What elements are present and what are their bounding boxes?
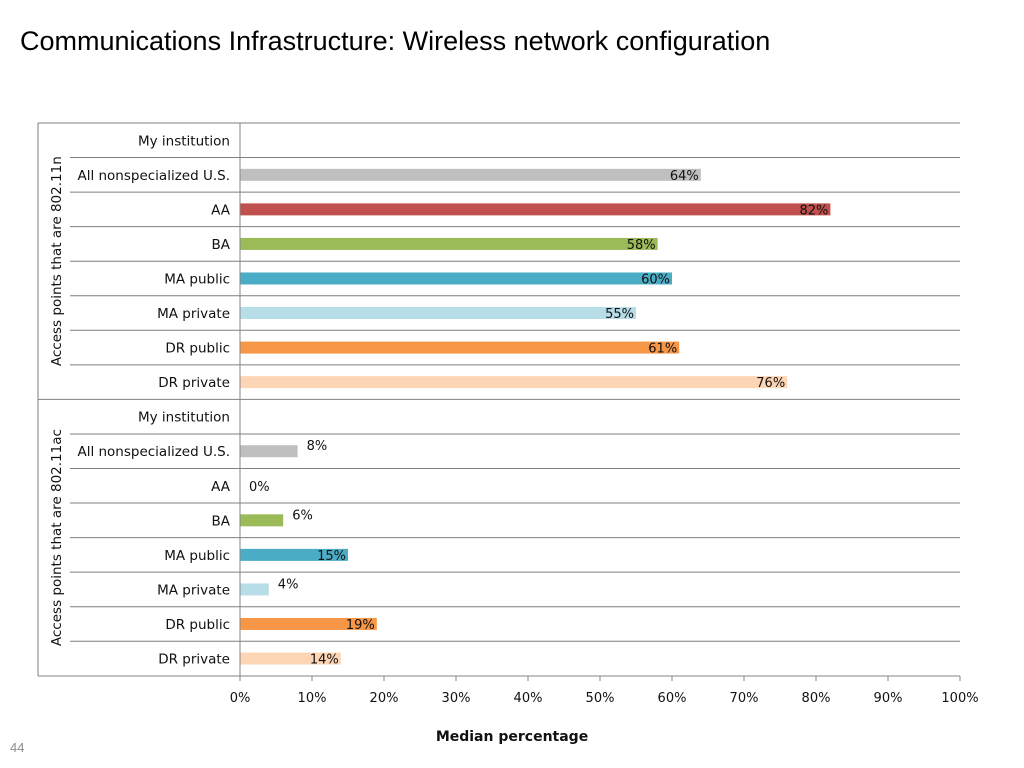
data-label-1-dr-public: 19% bbox=[346, 618, 375, 633]
bar-0-dr-private bbox=[240, 376, 788, 389]
data-label-0-ma-public: 60% bbox=[641, 272, 670, 287]
data-label-0-all-nonspecialized-u-s: 64% bbox=[670, 169, 699, 184]
category-label-ba: BA bbox=[212, 513, 231, 529]
bar-0-ma-private bbox=[240, 307, 636, 320]
group-label-1: Access points that are 802.11ac bbox=[49, 429, 65, 646]
data-label-0-dr-public: 61% bbox=[648, 342, 677, 357]
x-tick-label: 20% bbox=[370, 691, 399, 706]
category-label-all-nonspecialized-u-s: All nonspecialized U.S. bbox=[77, 168, 230, 184]
bar-0-ba bbox=[240, 237, 658, 250]
bar-0-all-nonspecialized-u-s bbox=[240, 168, 701, 181]
category-label-dr-private: DR private bbox=[158, 652, 230, 668]
data-label-1-all-nonspecialized-u-s: 8% bbox=[307, 439, 328, 454]
x-tick-label: 0% bbox=[230, 691, 251, 706]
data-label-1-dr-private: 14% bbox=[310, 653, 339, 668]
category-label-dr-public: DR public bbox=[165, 617, 230, 633]
category-label-ma-private: MA private bbox=[157, 582, 230, 598]
bar-1-dr-public bbox=[240, 617, 377, 630]
category-label-dr-private: DR private bbox=[158, 375, 230, 391]
data-label-1-ma-public: 15% bbox=[317, 549, 346, 564]
x-tick-label: 100% bbox=[941, 691, 978, 706]
category-label-ba: BA bbox=[212, 237, 231, 253]
category-label-aa: AA bbox=[211, 479, 231, 495]
x-axis-title: Median percentage bbox=[436, 729, 588, 745]
x-tick-label: 80% bbox=[802, 691, 831, 706]
bar-0-aa bbox=[240, 203, 831, 216]
page-number: 44 bbox=[10, 740, 25, 755]
category-label-my-institution: My institution bbox=[138, 410, 230, 426]
x-tick-label: 50% bbox=[586, 691, 615, 706]
data-label-0-dr-private: 76% bbox=[756, 376, 785, 391]
data-label-0-aa: 82% bbox=[799, 203, 828, 218]
category-label-aa: AA bbox=[211, 202, 231, 218]
bar-1-ba bbox=[240, 514, 284, 527]
x-tick-label: 60% bbox=[658, 691, 687, 706]
bar-1-ma-public bbox=[240, 548, 348, 561]
x-tick-label: 10% bbox=[298, 691, 327, 706]
data-label-1-ba: 6% bbox=[292, 508, 313, 523]
bar-0-dr-public bbox=[240, 341, 680, 354]
x-tick-label: 40% bbox=[514, 691, 543, 706]
x-tick-label: 90% bbox=[874, 691, 903, 706]
category-label-my-institution: My institution bbox=[138, 133, 230, 149]
data-label-1-ma-private: 4% bbox=[278, 577, 299, 592]
x-tick-label: 30% bbox=[442, 691, 471, 706]
data-label-0-ma-private: 55% bbox=[605, 307, 634, 322]
bar-1-all-nonspecialized-u-s bbox=[240, 445, 298, 458]
bar-1-dr-private bbox=[240, 652, 341, 665]
category-label-dr-public: DR public bbox=[165, 341, 230, 357]
bar-1-ma-private bbox=[240, 583, 269, 596]
x-tick-label: 70% bbox=[730, 691, 759, 706]
category-label-ma-public: MA public bbox=[164, 548, 230, 564]
category-label-ma-public: MA public bbox=[164, 271, 230, 287]
category-label-ma-private: MA private bbox=[157, 306, 230, 322]
data-label-0-ba: 58% bbox=[627, 238, 656, 253]
group-label-0: Access points that are 802.11n bbox=[49, 156, 65, 366]
page-title: Communications Infrastructure: Wireless … bbox=[20, 26, 771, 56]
category-label-all-nonspecialized-u-s: All nonspecialized U.S. bbox=[77, 444, 230, 460]
bar-0-ma-public bbox=[240, 272, 672, 285]
data-label-1-aa: 0% bbox=[249, 480, 270, 495]
